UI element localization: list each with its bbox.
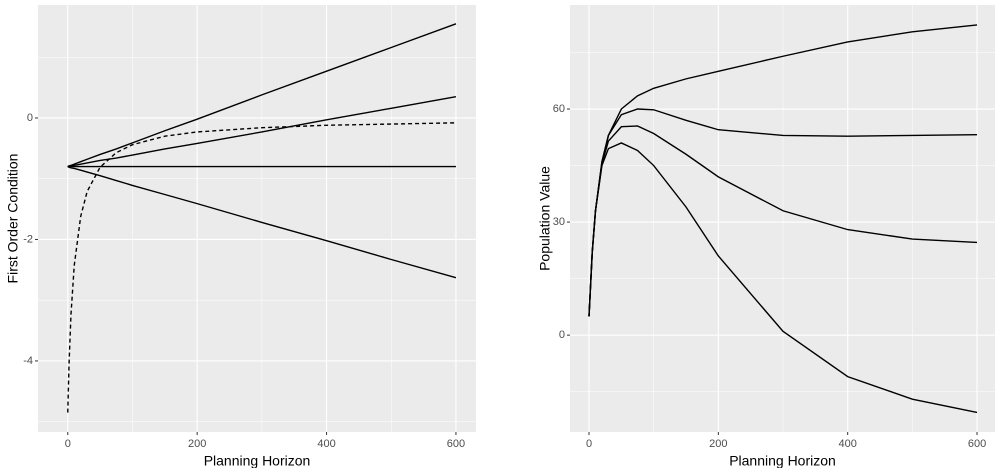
y-tick-label: 30 xyxy=(553,216,565,228)
series-line xyxy=(588,142,978,414)
series-line xyxy=(67,23,457,168)
series-line xyxy=(67,96,457,168)
series-line xyxy=(67,122,456,413)
x-tick-label: 400 xyxy=(317,438,335,450)
x-tick-label: 200 xyxy=(709,438,727,450)
x-tick-label: 0 xyxy=(65,438,71,450)
y-tick-label: 0 xyxy=(27,112,33,124)
y-axis-title: First Order Condition xyxy=(5,154,21,284)
x-tick-label: 600 xyxy=(447,438,465,450)
x-tick-label: 200 xyxy=(188,438,206,450)
x-axis-title: Planning Horizon xyxy=(729,453,836,468)
y-axis-title: Population Value xyxy=(537,166,553,271)
panel-background xyxy=(38,5,476,432)
y-tick-label: 60 xyxy=(553,103,565,115)
y-tick-label: 0 xyxy=(559,329,565,341)
x-tick-label: 400 xyxy=(839,438,857,450)
y-tick-label: -2 xyxy=(23,233,33,245)
y-tick-label: -4 xyxy=(23,355,33,367)
x-axis-title: Planning Horizon xyxy=(204,453,311,468)
series-line xyxy=(67,165,457,279)
x-tick-label: 0 xyxy=(586,438,592,450)
x-tick-label: 600 xyxy=(968,438,986,450)
panel-background xyxy=(570,5,995,432)
